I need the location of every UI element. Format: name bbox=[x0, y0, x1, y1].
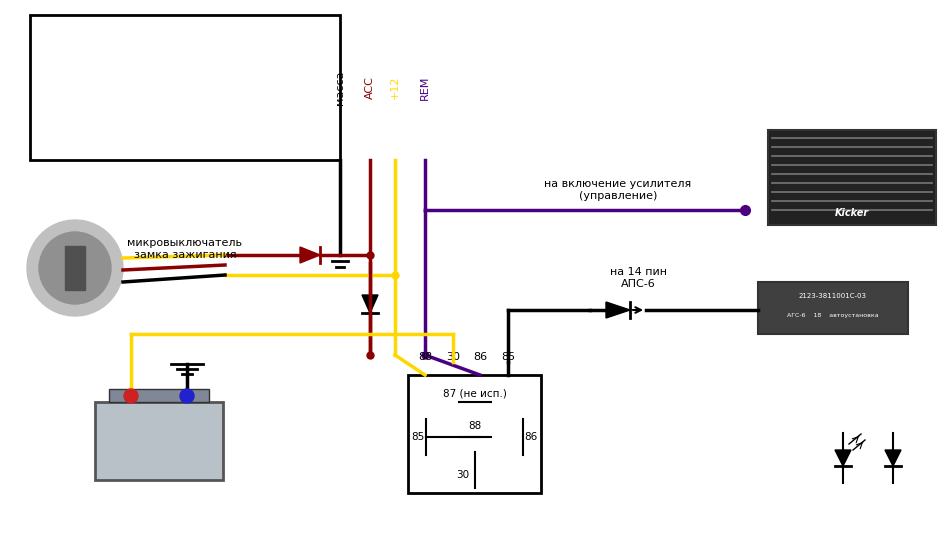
Text: микровыключатель
замка зажигания: микровыключатель замка зажигания bbox=[128, 238, 243, 259]
Text: +12: +12 bbox=[390, 76, 400, 99]
Text: 85: 85 bbox=[412, 432, 425, 442]
Text: ACC: ACC bbox=[365, 76, 375, 99]
Text: REM: REM bbox=[420, 75, 430, 100]
Polygon shape bbox=[885, 450, 901, 466]
Circle shape bbox=[180, 389, 194, 403]
Bar bbox=[95, 402, 223, 480]
Text: 30: 30 bbox=[456, 470, 469, 480]
Text: 88: 88 bbox=[418, 352, 432, 362]
Text: 30: 30 bbox=[446, 352, 460, 362]
Bar bbox=[109, 389, 209, 402]
Polygon shape bbox=[606, 302, 630, 318]
Text: 88: 88 bbox=[467, 421, 481, 431]
Text: 86: 86 bbox=[524, 432, 537, 442]
Circle shape bbox=[27, 220, 123, 316]
Bar bbox=[758, 282, 908, 334]
Polygon shape bbox=[300, 247, 320, 263]
Text: 85: 85 bbox=[501, 352, 515, 362]
Circle shape bbox=[124, 389, 138, 403]
Bar bbox=[768, 130, 936, 225]
Polygon shape bbox=[835, 450, 851, 466]
Circle shape bbox=[39, 232, 111, 304]
Text: на включение усилителя
(управление): на включение усилителя (управление) bbox=[545, 179, 691, 201]
Text: Kicker: Kicker bbox=[835, 208, 869, 218]
Bar bbox=[30, 15, 340, 160]
Polygon shape bbox=[362, 295, 378, 313]
Text: на 14 пин
АПС-6: на 14 пин АПС-6 bbox=[609, 267, 666, 289]
Text: АГС-6    18    автоустановка: АГС-6 18 автоустановка bbox=[787, 313, 879, 318]
Bar bbox=[65, 246, 85, 290]
Text: 2123-3811001C-03: 2123-3811001C-03 bbox=[799, 293, 867, 299]
Bar bbox=[408, 375, 541, 493]
Text: 86: 86 bbox=[473, 352, 487, 362]
Text: 87 (не исп.): 87 (не исп.) bbox=[443, 388, 506, 398]
Text: масса: масса bbox=[335, 70, 345, 105]
